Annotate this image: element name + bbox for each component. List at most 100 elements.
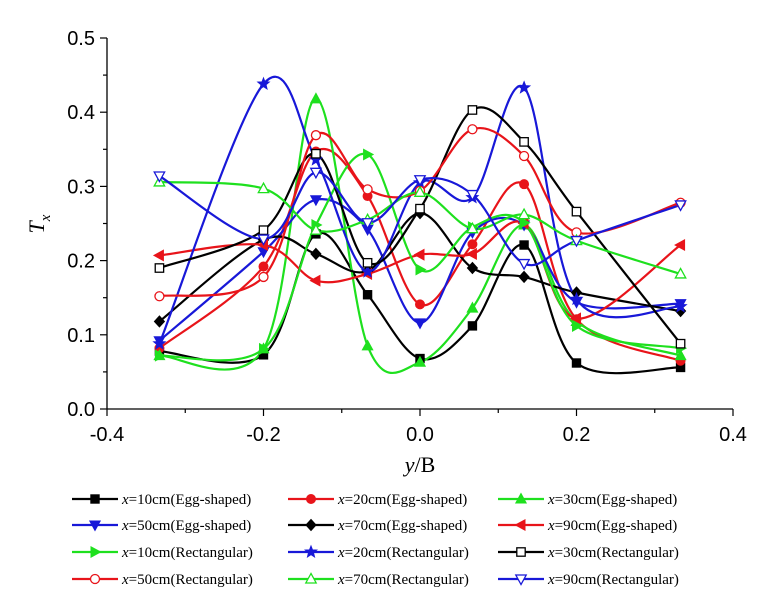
legend-label: x=20cm(Rectangular) — [337, 545, 469, 561]
data-point — [415, 299, 425, 310]
data-point — [413, 318, 427, 330]
data-point — [259, 342, 271, 355]
legend-item: x=10cm(Rectangular) — [72, 545, 253, 561]
legend-item: x=20cm(Egg-shaped) — [288, 492, 467, 508]
legend-label-rest: =50cm(Egg-shaped) — [129, 518, 252, 534]
data-point — [309, 167, 323, 180]
legend-label-var: x — [547, 545, 555, 561]
legend-label-var: x — [337, 492, 345, 508]
series-line-3 — [158, 97, 682, 375]
data-point — [413, 185, 427, 197]
legend-label-var: x — [121, 518, 129, 534]
legend-label-rest: =90cm(Egg-shaped) — [555, 518, 678, 534]
data-point — [309, 195, 322, 207]
legend-item: x=50cm(Egg-shaped) — [72, 518, 251, 534]
data-point — [257, 181, 270, 194]
legend-label-var: x — [547, 492, 555, 508]
legend-label-rest: =20cm(Rectangular) — [345, 545, 469, 561]
data-point — [570, 235, 583, 248]
x-tick-label: -0.4 — [90, 424, 124, 446]
data-point — [257, 234, 270, 246]
data-point — [571, 358, 582, 368]
legend-label-var: x — [121, 545, 129, 561]
data-point — [415, 203, 425, 214]
legend-swatch-marker — [514, 574, 528, 586]
data-point — [569, 291, 584, 306]
data-point — [154, 291, 165, 302]
data-point — [569, 312, 581, 325]
data-point — [674, 349, 687, 361]
legend-label: x=50cm(Rectangular) — [121, 572, 253, 588]
data-point — [413, 175, 427, 187]
legend-swatch-marker — [90, 545, 102, 559]
data-point — [258, 261, 269, 272]
data-point — [413, 355, 427, 367]
legend-label: x=10cm(Rectangular) — [121, 545, 253, 561]
x-axis-title-rest: /B — [414, 452, 435, 477]
data-point — [310, 247, 322, 261]
legend-item: x=70cm(Egg-shaped) — [288, 518, 467, 534]
data-point — [362, 290, 373, 300]
legend-label: x=20cm(Egg-shaped) — [337, 492, 467, 508]
data-point — [467, 239, 478, 250]
legend-label-rest: =70cm(Egg-shaped) — [345, 518, 468, 534]
axis-titles: y/B Tx — [24, 214, 435, 477]
legend-swatch-marker — [306, 494, 316, 504]
data-point — [467, 105, 478, 115]
y-tick-label: 0.2 — [67, 251, 95, 273]
data-point — [258, 271, 269, 283]
x-axis-title: y/B — [403, 452, 436, 477]
data-point — [311, 148, 321, 159]
y-axis-title-sub: x — [38, 214, 54, 222]
data-point — [152, 336, 167, 350]
data-point — [154, 349, 166, 362]
data-point — [466, 221, 479, 234]
legend-item: x=10cm(Egg-shaped) — [72, 492, 251, 508]
legend-label-var: x — [337, 518, 345, 534]
data-point — [362, 257, 373, 268]
data-point — [674, 200, 687, 212]
legend-label: x=30cm(Egg-shaped) — [547, 492, 677, 508]
legend-label-var: x — [337, 545, 345, 561]
data-point — [519, 137, 529, 147]
series-points-9 — [154, 105, 686, 349]
legend-label-var: x — [337, 572, 345, 588]
legend-item: x=30cm(Rectangular) — [498, 545, 679, 561]
legend-label-var: x — [121, 492, 129, 508]
data-point — [466, 189, 479, 202]
legend-swatch-marker — [305, 518, 317, 532]
data-point — [360, 264, 375, 278]
legend-swatch-marker — [90, 494, 100, 504]
data-point — [519, 240, 529, 250]
data-point — [674, 267, 687, 279]
y-axis-title-var: T — [24, 219, 49, 233]
data-point — [310, 130, 322, 141]
data-point — [152, 249, 164, 262]
data-point — [518, 150, 530, 162]
data-point — [572, 319, 584, 332]
data-point — [467, 124, 478, 135]
x-tick-label: -0.2 — [246, 424, 280, 446]
y-tick-label: 0.5 — [67, 28, 95, 50]
legend-label-rest: =50cm(Rectangular) — [129, 572, 253, 588]
series-points-6 — [152, 217, 686, 325]
data-point — [309, 92, 322, 104]
x-tick-label: 0.2 — [563, 424, 591, 446]
legend-swatch-marker — [304, 572, 318, 584]
legend-item: x=50cm(Rectangular) — [72, 572, 253, 588]
data-point — [309, 223, 323, 235]
legend-label-rest: =30cm(Rectangular) — [555, 545, 679, 561]
data-point — [467, 321, 478, 331]
data-point — [415, 263, 427, 276]
data-point — [309, 274, 321, 287]
legend-item: x=70cm(Rectangular) — [288, 572, 469, 588]
data-point — [361, 339, 374, 351]
legend-item: x=30cm(Egg-shaped) — [498, 492, 677, 508]
legend-label-var: x — [121, 572, 129, 588]
data-point — [519, 179, 530, 190]
data-point — [361, 218, 374, 230]
data-point — [675, 338, 686, 349]
legend-label-var: x — [547, 572, 555, 588]
